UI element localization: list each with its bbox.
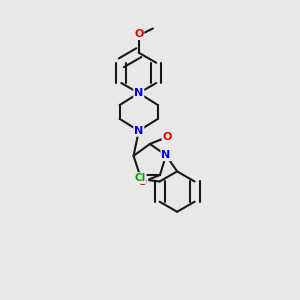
Text: N: N	[134, 126, 143, 136]
Text: Cl: Cl	[134, 173, 146, 183]
Text: O: O	[138, 177, 147, 187]
Text: N: N	[161, 150, 171, 160]
Text: N: N	[134, 88, 143, 98]
Text: O: O	[163, 132, 172, 142]
Text: O: O	[134, 29, 143, 39]
